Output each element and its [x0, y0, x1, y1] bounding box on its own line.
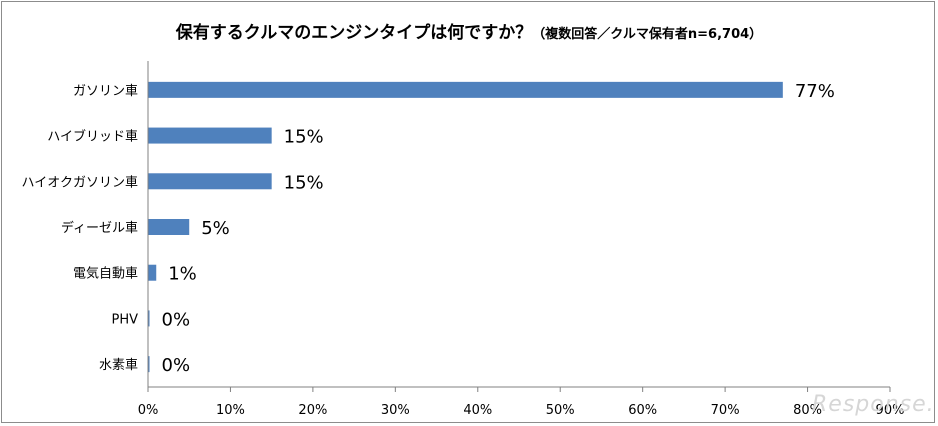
chart-subtitle: （複数回答／クルマ保有者n=6,704） — [532, 27, 763, 42]
x-tick-label-8: 80% — [793, 403, 822, 418]
data-label-3: 15% — [284, 172, 324, 193]
data-label-1: 77% — [795, 81, 835, 102]
data-label-4: 5% — [201, 218, 230, 239]
bar-5 — [148, 264, 157, 281]
x-tick-label-2: 20% — [298, 403, 327, 418]
bar-7 — [148, 356, 150, 373]
bar-4 — [148, 219, 190, 235]
x-tick-label-3: 30% — [381, 403, 410, 418]
data-label-6: 0% — [162, 309, 191, 330]
category-label-4: ディーゼル車 — [61, 220, 138, 236]
bar-3 — [148, 173, 272, 190]
bar-1 — [148, 81, 783, 98]
x-tick-label-1: 10% — [216, 403, 245, 418]
category-label-7: 水素車 — [99, 358, 138, 373]
category-label-5: 電気自動車 — [73, 266, 138, 282]
bar-2 — [148, 127, 272, 144]
chart-title: 保有するクルマのエンジンタイプは何ですか？ — [175, 23, 533, 43]
x-tick-label-9: 90% — [876, 403, 905, 418]
category-label-2: ハイブリッド車 — [47, 129, 138, 145]
x-tick-label-5: 50% — [546, 403, 575, 418]
chart-title-block: 保有するクルマのエンジンタイプは何ですか？（複数回答／クルマ保有者n=6,704… — [0, 18, 938, 43]
category-label-3: ハイオクガソリン車 — [22, 175, 138, 190]
x-tick-label-0: 0% — [138, 403, 159, 418]
x-tick-label-7: 70% — [711, 403, 740, 418]
data-label-7: 0% — [162, 355, 191, 376]
category-label-1: ガソリン車 — [73, 84, 138, 99]
response-watermark: Response. — [812, 392, 935, 417]
bar-6 — [148, 310, 150, 327]
data-label-2: 15% — [284, 127, 324, 148]
x-tick-label-4: 40% — [463, 403, 492, 418]
category-label-6: PHV — [111, 312, 138, 327]
data-label-5: 1% — [168, 264, 197, 285]
x-tick-label-6: 60% — [628, 403, 657, 418]
